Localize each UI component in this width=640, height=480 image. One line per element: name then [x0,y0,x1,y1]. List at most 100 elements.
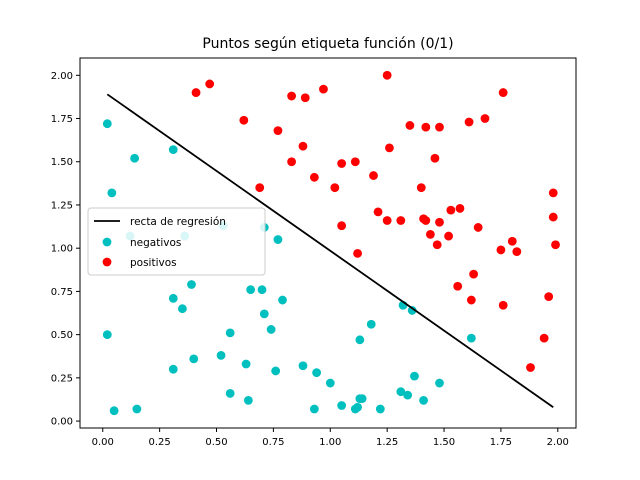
legend-marker-negativos [102,237,112,247]
point-negativos-40 [357,394,367,404]
point-negativos-43 [353,402,362,412]
point-negativos-20 [189,354,199,364]
x-tick-label: 1.50 [433,437,455,448]
y-tick-label: 0.50 [51,330,73,341]
point-negativos-46 [109,406,119,416]
point-positivos-23 [255,183,265,193]
point-positivos-2 [191,88,201,97]
point-negativos-38 [243,395,253,405]
point-negativos-30 [407,306,417,315]
point-positivos-42 [512,247,522,257]
point-negativos-2 [130,153,140,163]
point-positivos-22 [330,183,340,193]
point-positivos-43 [551,240,560,250]
point-positivos-45 [469,269,479,279]
point-positivos-5 [319,84,328,94]
x-tick-label: 1.00 [319,437,341,448]
point-negativos-22 [241,359,251,369]
y-tick-label: 1.75 [51,114,73,125]
legend-box [87,207,266,276]
point-positivos-36 [473,223,483,232]
point-positivos-1 [205,79,215,89]
point-positivos-27 [446,205,456,215]
point-positivos-24 [416,183,426,193]
point-positivos-13 [435,122,444,132]
point-positivos-39 [432,240,442,250]
legend-marker-positivos [102,257,112,267]
point-positivos-14 [298,141,308,151]
point-negativos-17 [225,328,235,338]
point-negativos-1 [107,188,117,198]
point-positivos-37 [425,229,435,239]
y-tick-label: 0.75 [51,287,73,298]
point-positivos-34 [548,212,558,222]
point-positivos-44 [353,248,362,258]
point-negativos-0 [102,119,112,129]
x-tick-label: 0.25 [149,437,171,448]
point-negativos-26 [325,378,335,388]
point-positivos-11 [405,121,415,130]
point-positivos-30 [396,216,406,225]
y-tick-label: 0.00 [51,417,73,428]
point-negativos-13 [257,285,267,295]
point-positivos-19 [430,153,440,163]
point-positivos-50 [539,333,549,343]
legend-label-negativos: negativos [130,237,181,249]
chart-title: Puntos según etiqueta función (0/1) [202,36,453,52]
point-negativos-47 [132,404,142,414]
legend-label-positivos: positivos [130,257,177,269]
point-negativos-11 [187,280,196,289]
point-positivos-41 [496,245,506,255]
point-negativos-44 [375,404,385,414]
regression-line [106,93,554,408]
point-negativos-37 [225,389,235,398]
point-negativos-24 [298,361,308,371]
point-negativos-34 [396,387,406,397]
point-positivos-38 [444,231,453,241]
point-negativos-45 [309,404,319,414]
point-negativos-41 [337,401,347,410]
x-tick-label: 0.75 [262,437,284,448]
point-negativos-18 [102,330,112,340]
point-negativos-3 [168,145,178,155]
point-positivos-46 [453,281,463,291]
point-positivos-25 [548,188,558,198]
point-positivos-32 [421,216,431,225]
point-positivos-15 [385,143,394,153]
point-positivos-51 [526,363,535,372]
y-tick-label: 1.25 [51,200,73,211]
y-tick-label: 2.00 [51,71,73,82]
point-negativos-15 [259,309,269,319]
point-positivos-6 [498,88,508,97]
x-tick-label: 1.25 [376,437,398,448]
point-positivos-49 [544,292,554,301]
axes-layer: 0.00 0.25 0.50 0.75 1.00 1.25 1.50 1.75 2.00 0.00… [51,57,577,448]
x-tick-label: 0.50 [205,437,227,448]
point-positivos-28 [455,204,465,213]
point-negativos-35 [403,390,413,400]
point-positivos-4 [300,93,310,103]
point-negativos-23 [271,366,281,376]
point-negativos-10 [177,304,187,314]
point-positivos-12 [421,122,431,132]
point-positivos-17 [337,159,347,168]
point-positivos-20 [309,172,319,182]
point-negativos-8 [273,235,283,244]
point-positivos-48 [498,300,508,310]
point-positivos-10 [273,126,283,136]
point-positivos-8 [464,117,474,127]
point-positivos-21 [369,171,378,180]
point-negativos-31 [466,333,476,343]
point-negativos-32 [410,371,419,381]
point-negativos-36 [419,395,428,405]
point-positivos-0 [382,70,392,80]
point-negativos-12 [246,285,256,295]
point-negativos-19 [216,350,226,360]
point-positivos-35 [337,221,347,231]
point-negativos-9 [168,293,178,303]
point-negativos-16 [266,325,276,334]
x-tick-label: 0.00 [92,437,114,448]
point-negativos-21 [168,364,178,374]
point-positivos-3 [287,91,296,101]
